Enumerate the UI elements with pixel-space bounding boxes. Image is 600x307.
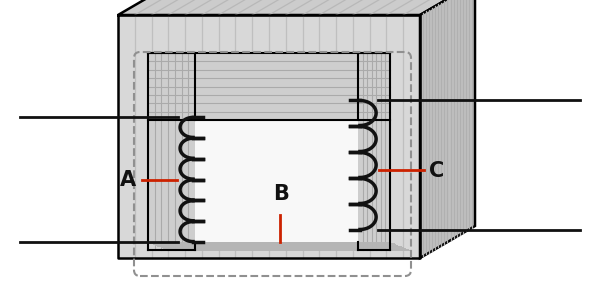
Polygon shape xyxy=(420,0,475,258)
Text: A: A xyxy=(120,170,136,191)
Bar xyxy=(195,120,358,242)
Text: B: B xyxy=(273,184,289,204)
Polygon shape xyxy=(118,0,475,15)
Bar xyxy=(358,53,390,250)
Bar xyxy=(148,53,195,250)
Bar xyxy=(118,15,420,258)
Bar xyxy=(148,242,390,250)
Text: C: C xyxy=(429,161,445,181)
Bar xyxy=(148,53,390,120)
